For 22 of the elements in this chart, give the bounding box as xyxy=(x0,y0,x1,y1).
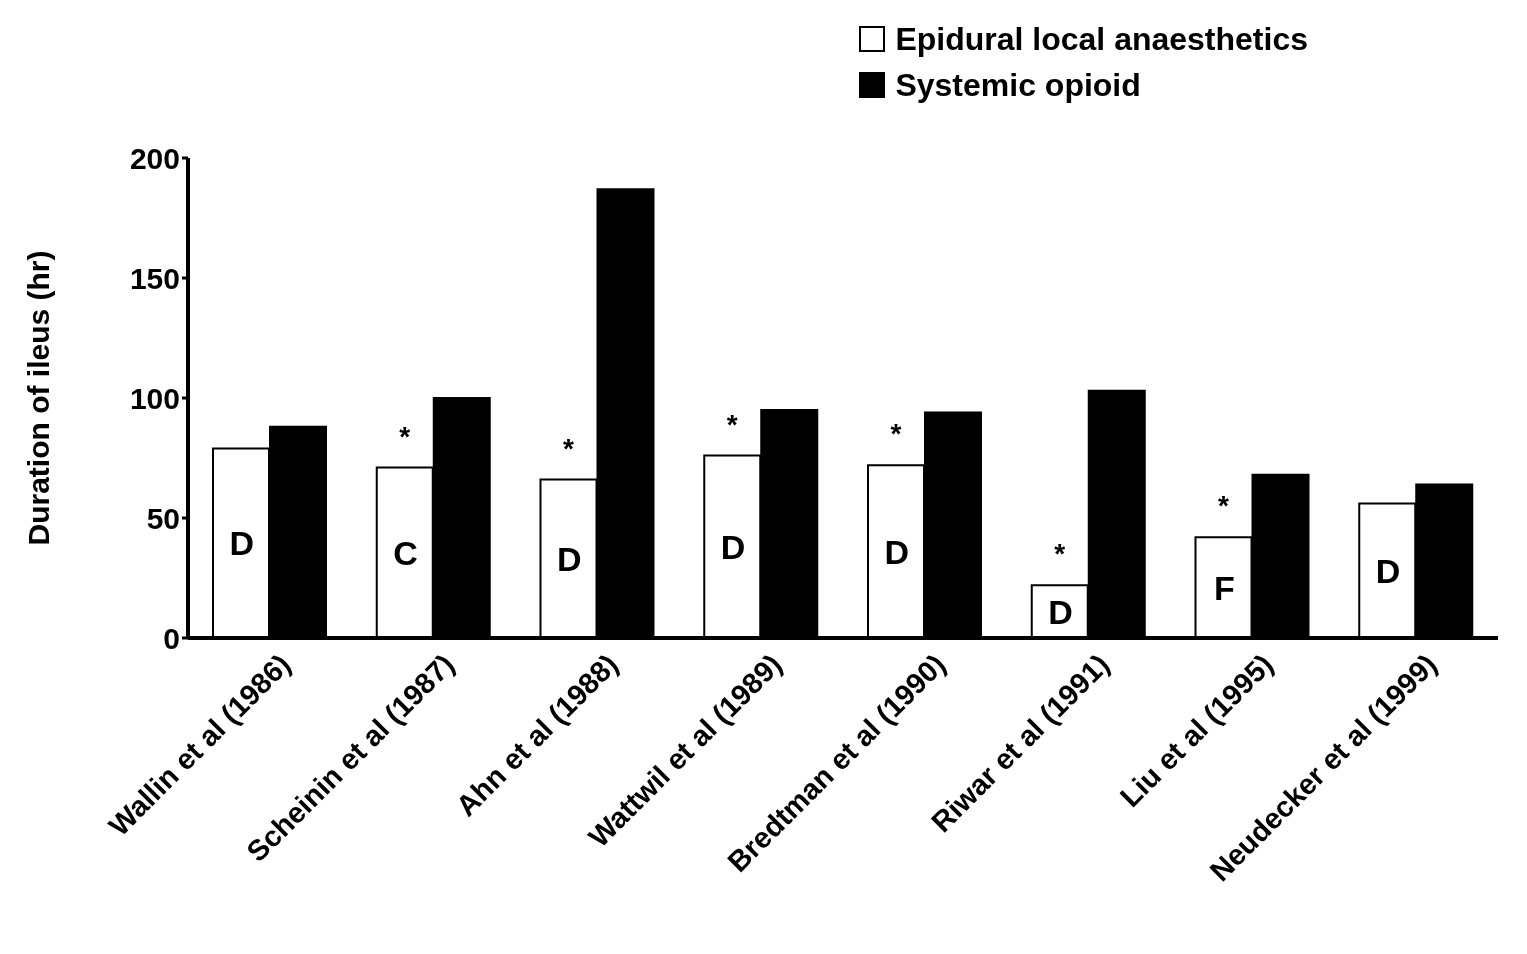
y-tick-label: 100 xyxy=(129,381,180,415)
annotation: F xyxy=(1213,568,1235,607)
legend-label: Epidural local anaesthetics xyxy=(895,20,1308,59)
y-axis-title: Duration of ileus (hr) xyxy=(21,250,55,546)
annotation: D xyxy=(884,532,910,571)
annotation: D xyxy=(557,539,582,578)
y-tick-label: 0 xyxy=(163,621,180,655)
data-label: * xyxy=(399,420,411,452)
annotation: C xyxy=(393,533,418,572)
data-label: * xyxy=(1218,490,1230,522)
annotation: D xyxy=(1375,551,1401,590)
data-label: * xyxy=(1054,538,1066,570)
data-label: * xyxy=(726,408,738,440)
y-tick-label: 50 xyxy=(146,501,180,535)
y-tick-label: 200 xyxy=(129,141,180,175)
legend-label: Systemic opioid xyxy=(895,66,1141,105)
annotation: D xyxy=(229,524,255,563)
y-tick-label: 150 xyxy=(129,261,180,295)
data-label: * xyxy=(890,418,902,450)
annotation: D xyxy=(720,527,746,566)
data-label: * xyxy=(563,432,575,464)
annotation: D xyxy=(1048,592,1073,631)
